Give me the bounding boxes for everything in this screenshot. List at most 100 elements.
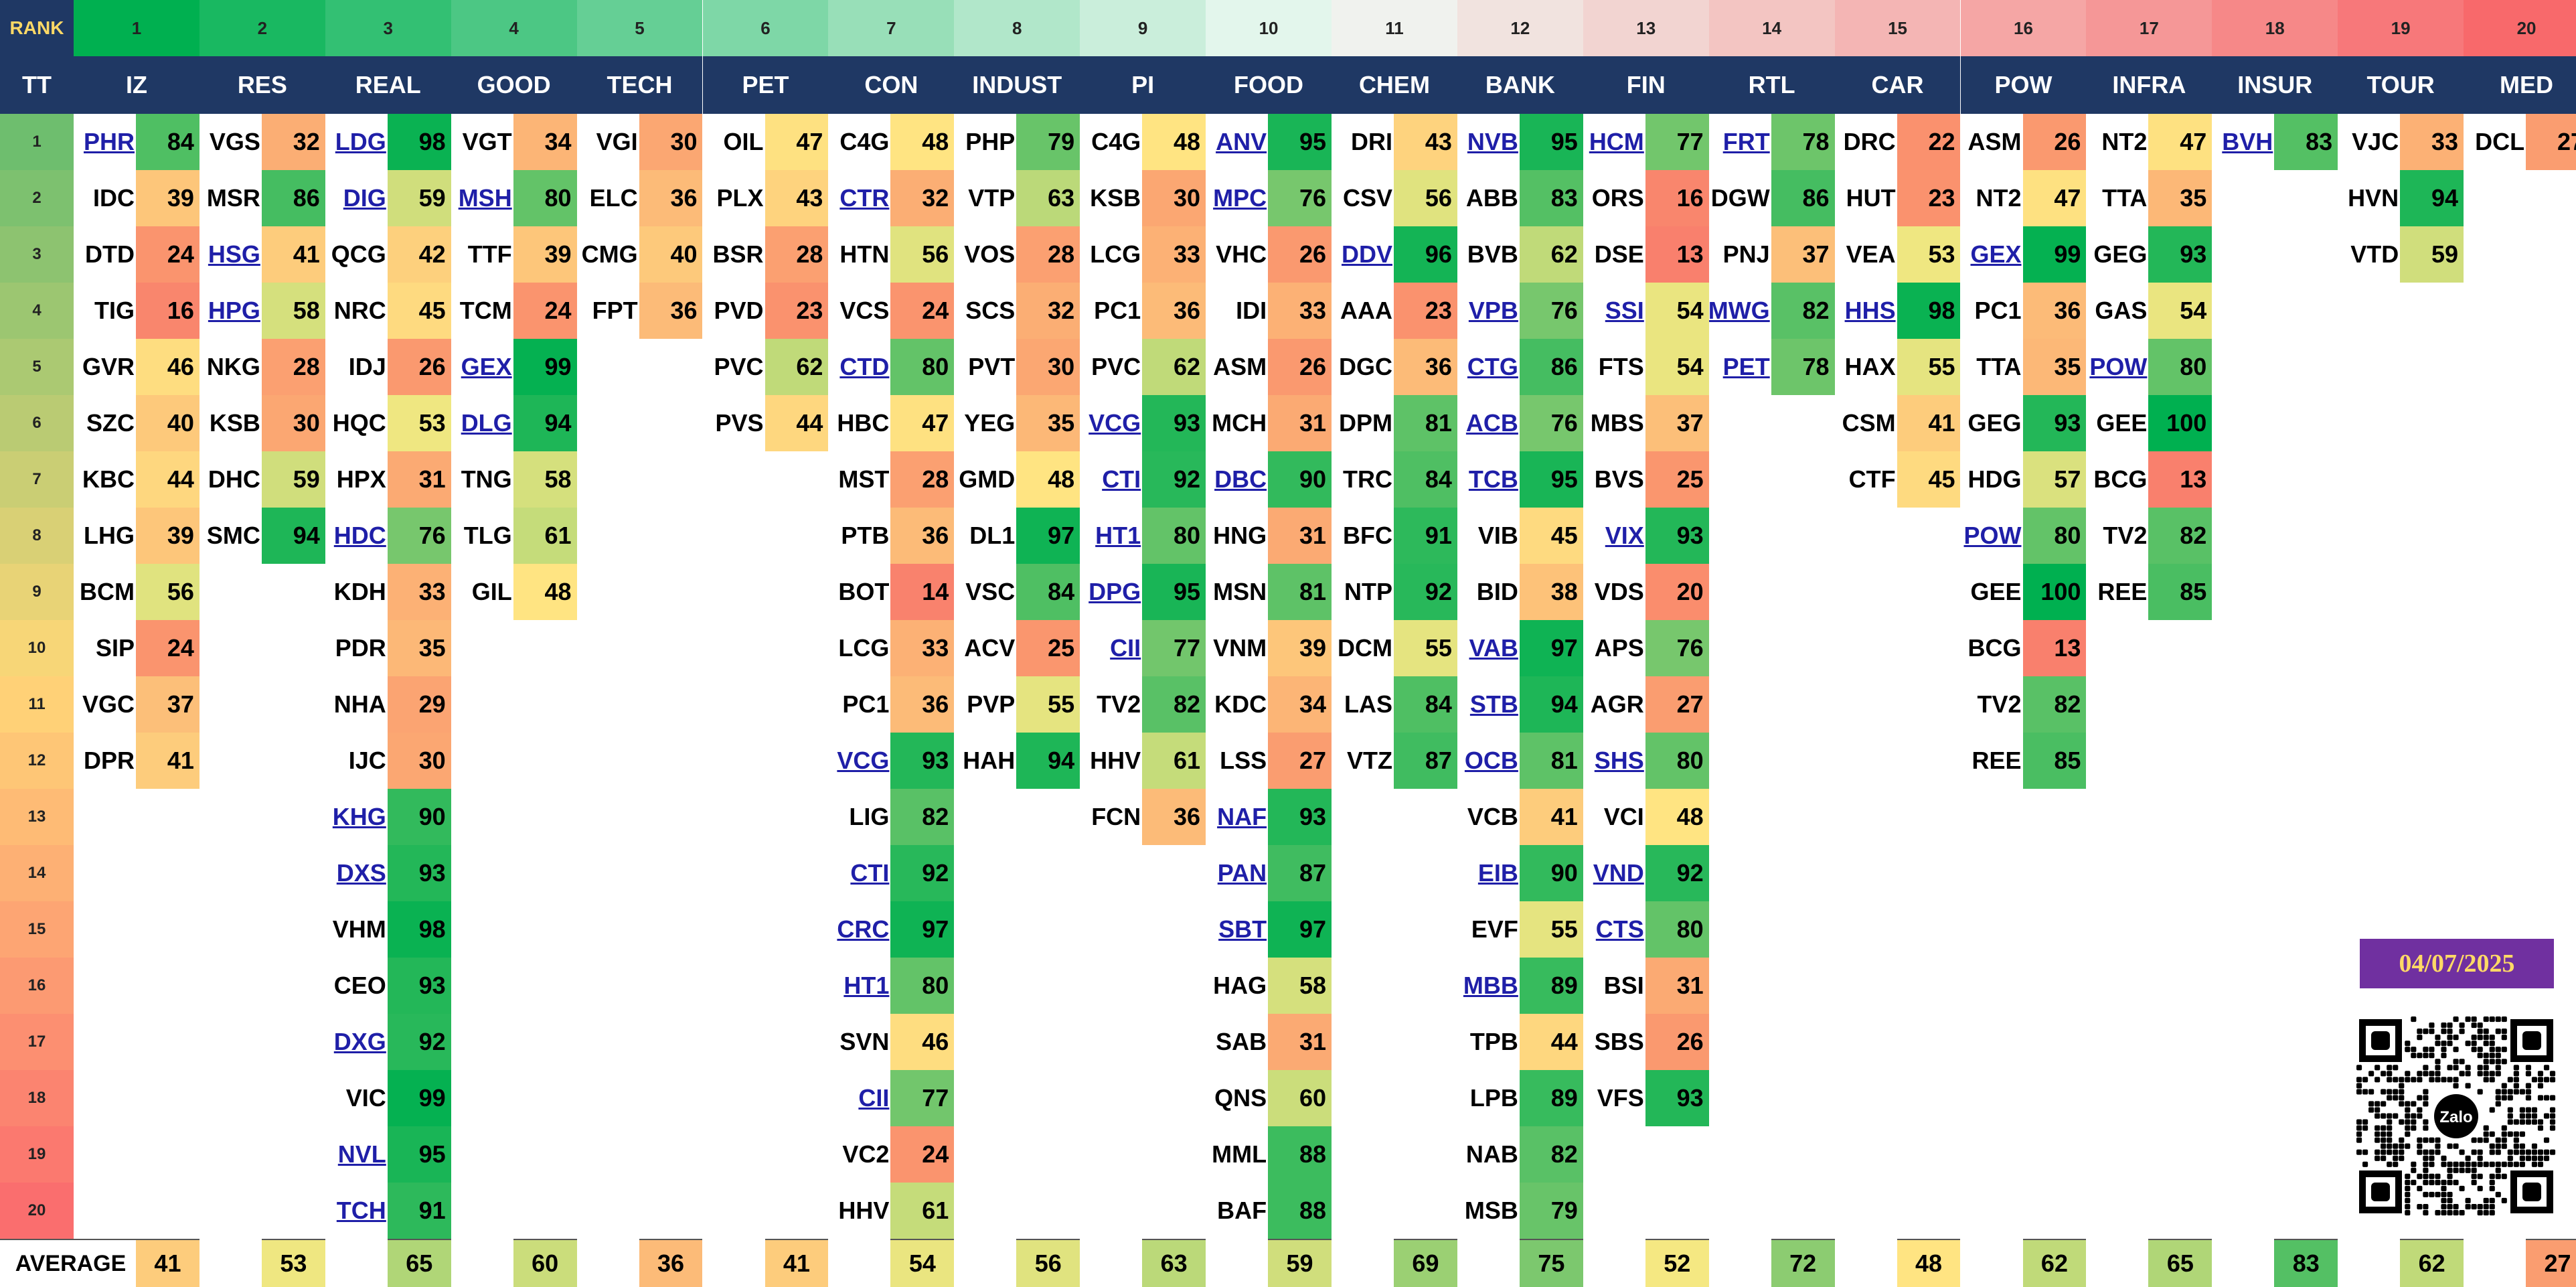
- ticker-cell[interactable]: BVH: [2222, 128, 2273, 155]
- ticker-cell[interactable]: CRC: [837, 915, 890, 943]
- score-cell: 81: [1268, 564, 1332, 620]
- ticker-cell[interactable]: CII: [858, 1084, 890, 1112]
- ticker-cell[interactable]: CTS: [1595, 915, 1644, 943]
- ticker-cell: TTA: [2102, 184, 2148, 212]
- sector-header-rtl[interactable]: RTL: [1708, 56, 1835, 114]
- sector-header-iz[interactable]: IZ: [74, 56, 199, 114]
- ticker-cell[interactable]: HHS: [1844, 297, 1896, 324]
- ticker-cell: CSV: [1342, 184, 1392, 212]
- sector-header-food[interactable]: FOOD: [1206, 56, 1332, 114]
- ticker-cell: TTA: [1976, 353, 2022, 380]
- ticker-cell[interactable]: DIG: [343, 184, 386, 212]
- sector-header-fin[interactable]: FIN: [1583, 56, 1709, 114]
- ticker-cell[interactable]: HT1: [1095, 522, 1141, 549]
- score-cell: 13: [2148, 451, 2212, 508]
- ticker-cell[interactable]: VCG: [837, 747, 890, 774]
- score-cell: 36: [1394, 339, 1457, 395]
- ticker-cell[interactable]: KHG: [332, 803, 386, 830]
- ticker-cell[interactable]: HCM: [1589, 128, 1644, 155]
- ticker-cell[interactable]: HT1: [843, 972, 890, 999]
- sector-header-pow[interactable]: POW: [1960, 56, 2087, 114]
- sector-header-pet[interactable]: PET: [702, 56, 829, 114]
- ticker-cell[interactable]: HDC: [333, 522, 386, 549]
- sector-header-real[interactable]: REAL: [325, 56, 451, 114]
- ticker-cell[interactable]: VCG: [1089, 409, 1141, 437]
- ticker-cell[interactable]: DXG: [333, 1028, 386, 1055]
- ticker-cell[interactable]: LDG: [335, 128, 386, 155]
- ticker-cell[interactable]: EIB: [1477, 859, 1518, 887]
- ticker-cell[interactable]: ANV: [1216, 128, 1267, 155]
- ticker-cell[interactable]: CII: [1110, 634, 1141, 662]
- ticker-cell[interactable]: CTI: [850, 859, 890, 887]
- ticker-cell[interactable]: POW: [2089, 353, 2148, 380]
- ticker-cell[interactable]: CTR: [839, 184, 890, 212]
- ticker-cell: BAF: [1217, 1197, 1267, 1224]
- ticker-cell[interactable]: NVB: [1467, 128, 1518, 155]
- score-cell: 22: [1897, 114, 1961, 170]
- sector-header-con[interactable]: CON: [828, 56, 955, 114]
- score-cell: 99: [513, 339, 577, 395]
- ticker-cell[interactable]: MWG: [1708, 297, 1770, 324]
- score-cell: 97: [1016, 508, 1080, 564]
- ticker-cell[interactable]: NAF: [1217, 803, 1267, 830]
- score-cell: 90: [1519, 845, 1583, 901]
- ticker-cell[interactable]: PAN: [1217, 859, 1267, 887]
- sector-header-tour[interactable]: TOUR: [2338, 56, 2464, 114]
- ticker-cell[interactable]: CTI: [1102, 465, 1141, 493]
- sector-header-insur[interactable]: INSUR: [2212, 56, 2338, 114]
- ticker-cell[interactable]: MSH: [458, 184, 512, 212]
- ticker-cell[interactable]: VAB: [1469, 634, 1518, 662]
- ticker-cell[interactable]: GEX: [461, 353, 512, 380]
- sector-header-infra[interactable]: INFRA: [2086, 56, 2212, 114]
- sector-header-good[interactable]: GOOD: [451, 56, 577, 114]
- ticker-cell[interactable]: DBC: [1214, 465, 1267, 493]
- ticker-cell: NT2: [1976, 184, 2022, 212]
- ticker-cell[interactable]: DXS: [336, 859, 386, 887]
- score-cell: 78: [1771, 114, 1835, 170]
- ticker-cell[interactable]: ACB: [1465, 409, 1518, 437]
- ticker-cell[interactable]: TCH: [336, 1197, 386, 1224]
- ticker-cell[interactable]: DLG: [461, 409, 512, 437]
- ticker-cell[interactable]: CTG: [1467, 353, 1518, 380]
- ticker-cell[interactable]: NVL: [337, 1140, 386, 1168]
- ticker-cell[interactable]: CTD: [839, 353, 890, 380]
- ticker-cell[interactable]: MPC: [1213, 184, 1267, 212]
- sector-header-pi[interactable]: PI: [1080, 56, 1206, 114]
- sector-header-car[interactable]: CAR: [1834, 56, 1961, 114]
- score-cell: 93: [2148, 226, 2212, 283]
- ticker-cell[interactable]: POW: [1963, 522, 2022, 549]
- rank-number-11: 11: [1332, 0, 1457, 56]
- ticker-cell[interactable]: MBB: [1463, 972, 1518, 999]
- ticker-cell[interactable]: PET: [1722, 353, 1770, 380]
- ticker-cell[interactable]: VIX: [1605, 522, 1644, 549]
- ticker-cell[interactable]: DPG: [1089, 578, 1141, 605]
- ticker-cell[interactable]: HPG: [208, 297, 260, 324]
- rank-number-4: 4: [451, 0, 577, 56]
- ticker-cell[interactable]: DDV: [1341, 240, 1392, 268]
- ticker-cell[interactable]: OCB: [1464, 747, 1518, 774]
- ticker-cell[interactable]: SHS: [1594, 747, 1644, 774]
- score-cell: 82: [2022, 676, 2087, 733]
- score-cell: 54: [1645, 339, 1709, 395]
- sector-header-tech[interactable]: TECH: [576, 56, 703, 114]
- sector-header-indust[interactable]: INDUST: [954, 56, 1080, 114]
- ticker-cell[interactable]: VND: [1593, 859, 1644, 887]
- ticker-cell[interactable]: HSG: [208, 240, 260, 268]
- ticker-cell: BFC: [1343, 522, 1392, 549]
- ticker-cell[interactable]: GEX: [1970, 240, 2022, 268]
- ticker-cell[interactable]: PHR: [83, 128, 135, 155]
- ticker-cell[interactable]: VPB: [1468, 297, 1518, 324]
- ticker-cell[interactable]: STB: [1469, 690, 1518, 718]
- rank-number-10: 10: [1206, 0, 1332, 56]
- ticker-cell[interactable]: SBT: [1218, 915, 1267, 943]
- average-score-med: 27: [2526, 1239, 2576, 1287]
- sector-header-bank[interactable]: BANK: [1457, 56, 1583, 114]
- ticker-cell[interactable]: TCB: [1468, 465, 1518, 493]
- sector-header-chem[interactable]: CHEM: [1332, 56, 1457, 114]
- ticker-cell[interactable]: SSI: [1605, 297, 1644, 324]
- ticker-cell[interactable]: FRT: [1722, 128, 1770, 155]
- sector-header-res[interactable]: RES: [199, 56, 325, 114]
- sector-header-med[interactable]: MED: [2464, 56, 2576, 114]
- ticker-cell: VTD: [2350, 240, 2399, 268]
- row-number-17: 17: [0, 1014, 74, 1070]
